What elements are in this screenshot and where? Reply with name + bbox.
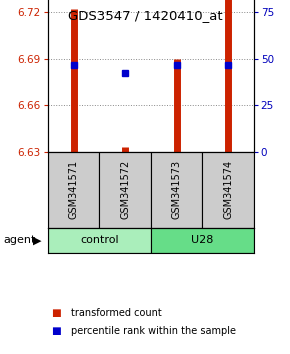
Text: U28: U28 <box>191 235 213 245</box>
Text: GSM341572: GSM341572 <box>120 160 130 219</box>
Bar <box>48 228 151 253</box>
Bar <box>48 152 99 228</box>
Text: ▶: ▶ <box>33 235 42 245</box>
Text: percentile rank within the sample: percentile rank within the sample <box>71 326 236 336</box>
Text: agent: agent <box>3 235 35 245</box>
Bar <box>202 152 254 228</box>
Text: GSM341571: GSM341571 <box>69 160 79 219</box>
Bar <box>151 152 202 228</box>
Bar <box>151 228 254 253</box>
Bar <box>99 152 151 228</box>
Text: GSM341573: GSM341573 <box>172 160 182 219</box>
Text: ■: ■ <box>51 308 61 318</box>
Text: GSM341574: GSM341574 <box>223 160 233 219</box>
Text: ■: ■ <box>51 326 61 336</box>
Text: transformed count: transformed count <box>71 308 162 318</box>
Text: GDS3547 / 1420410_at: GDS3547 / 1420410_at <box>68 9 222 22</box>
Text: control: control <box>80 235 119 245</box>
